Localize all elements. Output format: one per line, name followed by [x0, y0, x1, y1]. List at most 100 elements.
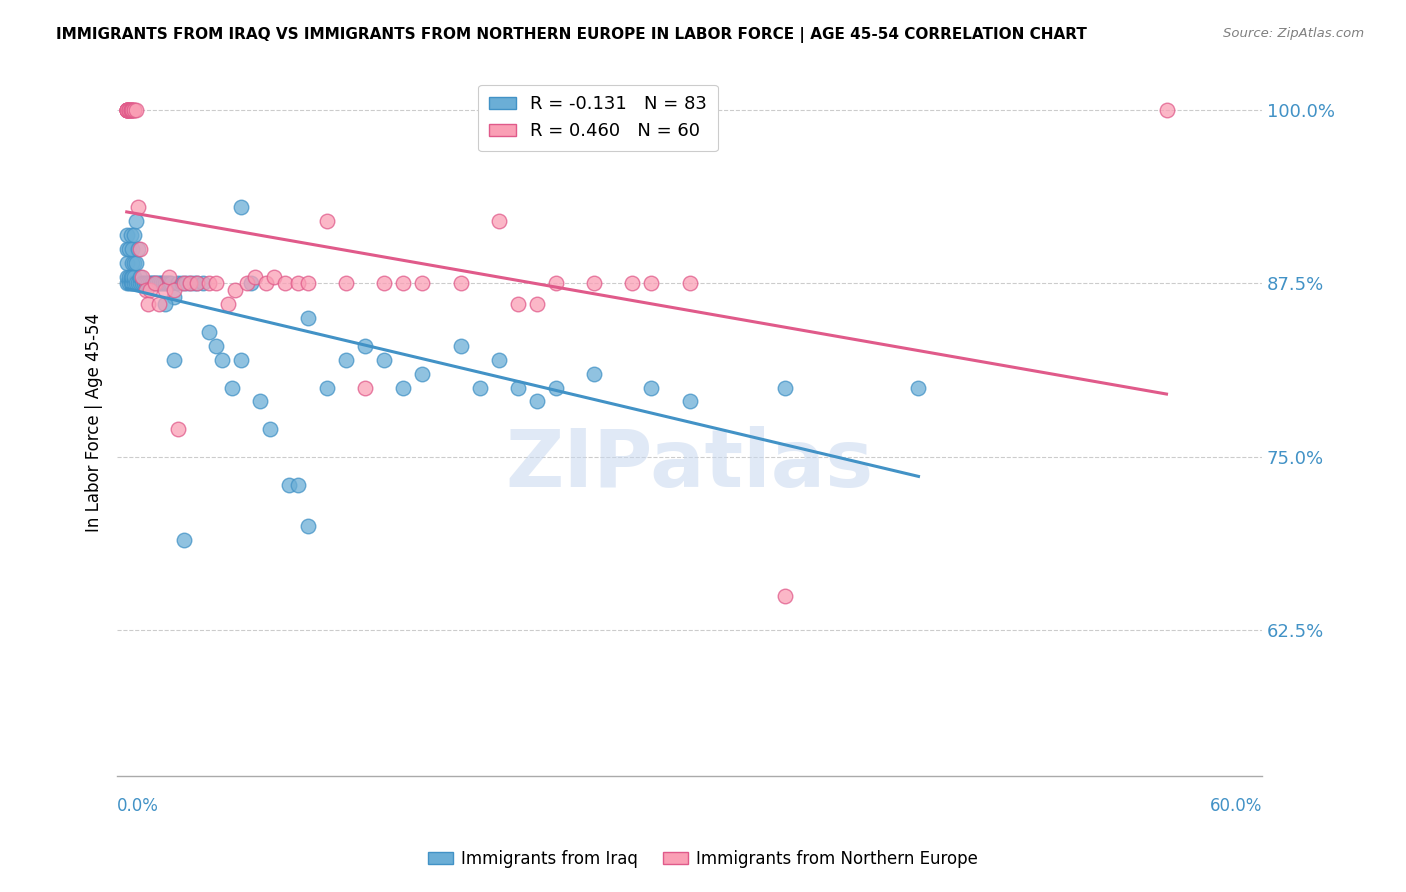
Point	[450, 277, 472, 291]
Point	[136, 297, 159, 311]
Point	[157, 277, 180, 291]
Point	[186, 277, 208, 291]
Point	[1156, 103, 1178, 117]
Point	[115, 103, 138, 117]
Point	[316, 214, 339, 228]
Point	[297, 519, 319, 533]
Point	[135, 284, 157, 298]
Point	[157, 269, 180, 284]
Point	[335, 352, 357, 367]
Point	[127, 277, 149, 291]
Point	[127, 242, 149, 256]
Point	[163, 352, 186, 367]
Point	[167, 422, 190, 436]
Point	[148, 297, 170, 311]
Point	[143, 277, 166, 291]
Point	[120, 103, 142, 117]
Point	[115, 103, 138, 117]
Point	[136, 277, 159, 291]
Point	[239, 277, 262, 291]
Point	[287, 277, 309, 291]
Point	[141, 277, 163, 291]
Point	[640, 277, 662, 291]
Point	[124, 227, 146, 242]
Point	[115, 255, 138, 269]
Point	[231, 352, 253, 367]
Point	[135, 277, 157, 291]
Point	[287, 477, 309, 491]
Point	[121, 103, 143, 117]
Point	[354, 339, 377, 353]
Point	[159, 277, 181, 291]
Point	[117, 103, 139, 117]
Point	[124, 103, 146, 117]
Point	[179, 277, 201, 291]
Point	[640, 380, 662, 394]
Point	[138, 284, 160, 298]
Point	[174, 277, 197, 291]
Point	[392, 380, 415, 394]
Point	[115, 103, 138, 117]
Point	[163, 284, 186, 298]
Point	[544, 380, 567, 394]
Point	[131, 269, 153, 284]
Point	[117, 103, 139, 117]
Point	[170, 277, 193, 291]
Point	[907, 380, 929, 394]
Point	[115, 103, 138, 117]
Text: Source: ZipAtlas.com: Source: ZipAtlas.com	[1223, 27, 1364, 40]
Point	[450, 339, 472, 353]
Point	[224, 284, 246, 298]
Point	[316, 380, 339, 394]
Point	[211, 352, 233, 367]
Point	[121, 103, 143, 117]
Point	[197, 277, 219, 291]
Point	[583, 277, 606, 291]
Point	[231, 200, 253, 214]
Point	[120, 269, 142, 284]
Point	[488, 352, 510, 367]
Point	[125, 255, 148, 269]
Point	[179, 277, 201, 291]
Point	[124, 103, 146, 117]
Point	[243, 269, 266, 284]
Point	[156, 277, 179, 291]
Point	[153, 284, 176, 298]
Text: ZIPatlas: ZIPatlas	[505, 425, 873, 504]
Y-axis label: In Labor Force | Age 45-54: In Labor Force | Age 45-54	[86, 313, 103, 532]
Point	[277, 477, 299, 491]
Point	[127, 200, 149, 214]
Point	[335, 277, 357, 291]
Text: 60.0%: 60.0%	[1209, 797, 1263, 814]
Point	[125, 277, 148, 291]
Point	[153, 277, 176, 291]
Point	[191, 277, 214, 291]
Point	[373, 277, 395, 291]
Point	[583, 367, 606, 381]
Point	[124, 255, 146, 269]
Point	[142, 277, 165, 291]
Point	[297, 311, 319, 326]
Point	[354, 380, 377, 394]
Point	[173, 533, 195, 547]
Point	[132, 277, 155, 291]
Point	[153, 297, 176, 311]
Point	[129, 269, 152, 284]
Text: 0.0%: 0.0%	[117, 797, 159, 814]
Point	[411, 277, 433, 291]
Point	[392, 277, 415, 291]
Point	[120, 103, 142, 117]
Point	[506, 380, 529, 394]
Point	[263, 269, 285, 284]
Point	[297, 277, 319, 291]
Point	[120, 277, 142, 291]
Point	[115, 103, 138, 117]
Point	[621, 277, 644, 291]
Point	[121, 269, 143, 284]
Point	[148, 277, 170, 291]
Point	[115, 269, 138, 284]
Point	[150, 277, 173, 291]
Point	[115, 103, 138, 117]
Point	[411, 367, 433, 381]
Point	[115, 277, 138, 291]
